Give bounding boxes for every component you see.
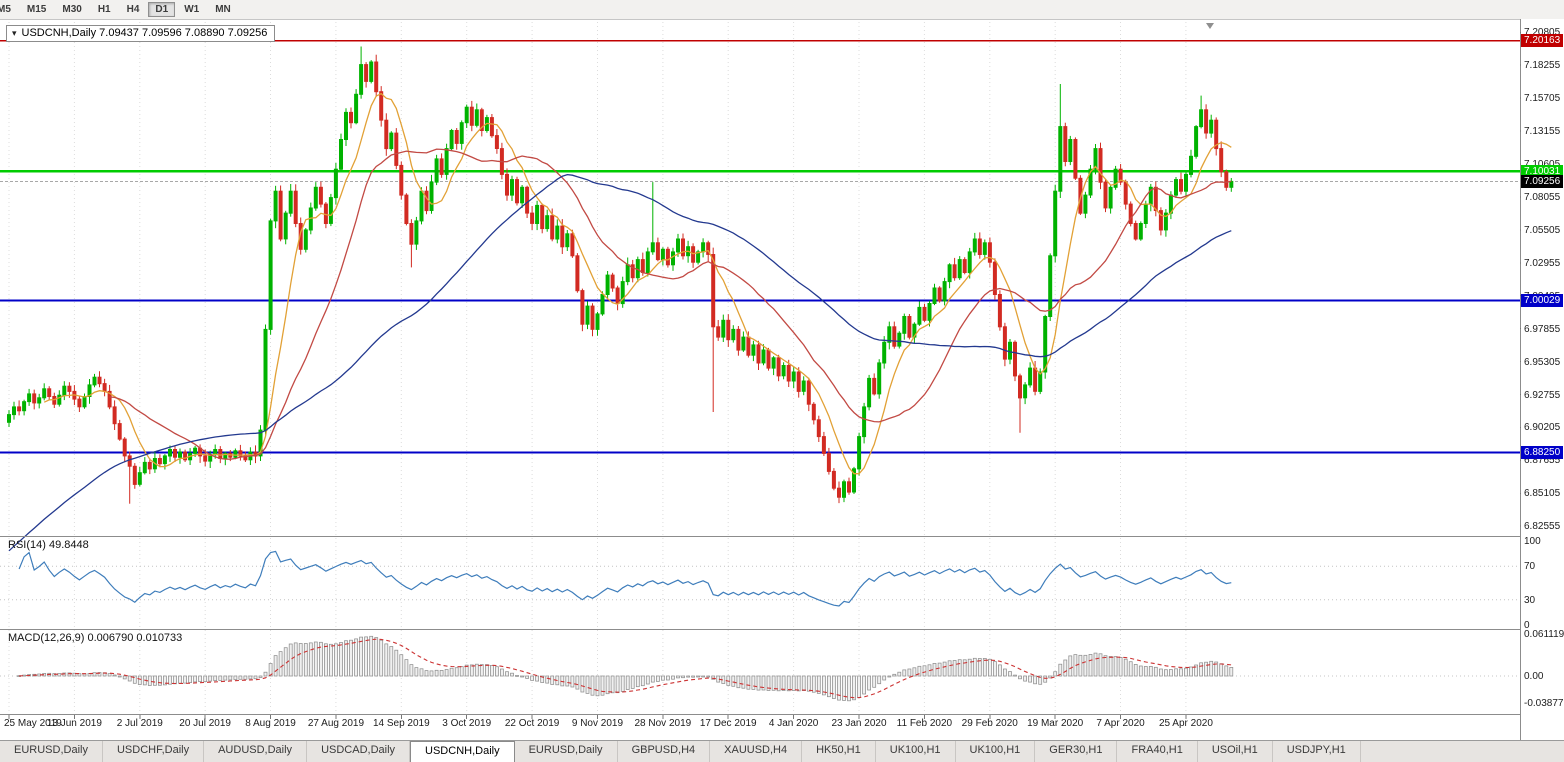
price-scale-label: 6.92755 xyxy=(1524,389,1561,401)
price-scale-label: 6.82555 xyxy=(1524,521,1561,533)
price-level-badge: 6.88250 xyxy=(1521,446,1563,460)
price-scale-label: 7.10605 xyxy=(1524,159,1560,170)
macd-signal-line xyxy=(19,638,1232,699)
price-level-badge: 7.00029 xyxy=(1521,294,1563,308)
chart-tab-hk50-h1[interactable]: HK50,H1 xyxy=(802,741,876,762)
date-label: 9 Nov 2019 xyxy=(571,718,624,729)
timeframe-button-mn[interactable]: MN xyxy=(215,4,231,15)
chart-shift-marker[interactable] xyxy=(1206,23,1214,29)
timeframe-button-h4[interactable]: H4 xyxy=(126,4,140,15)
chart-tab-gbpusd-h4[interactable]: GBPUSD,H4 xyxy=(618,741,711,762)
price-scale-label: 6.90205 xyxy=(1524,422,1561,434)
chart-tab-usdjpy-h1[interactable]: USDJPY,H1 xyxy=(1273,741,1361,762)
price-level-lines[interactable] xyxy=(0,39,1520,454)
pane-separators xyxy=(0,19,1564,740)
ma-fast-line xyxy=(43,92,1232,475)
rsi-indicator-label: RSI(14) 49.8448 xyxy=(8,539,89,551)
date-label: 23 Jan 2020 xyxy=(831,718,887,729)
chart-tab-eurusd-daily[interactable]: EURUSD,Daily xyxy=(515,741,618,762)
timeframe-button-m30[interactable]: M30 xyxy=(62,4,82,15)
date-label: 8 Aug 2019 xyxy=(245,718,296,729)
rsi-scale-label: 70 xyxy=(1524,561,1536,573)
date-label: 11 Feb 2020 xyxy=(896,718,953,729)
date-label: 7 Apr 2020 xyxy=(1096,718,1145,729)
chart-tab-eurusd-daily[interactable]: EURUSD,Daily xyxy=(0,741,103,762)
timeframe-button-m5[interactable]: M5 xyxy=(0,4,11,15)
rsi-scale-label: 30 xyxy=(1524,594,1536,606)
price-scale-label: 6.87655 xyxy=(1524,455,1561,467)
chart-tab-ger30-h1[interactable]: GER30,H1 xyxy=(1035,741,1118,762)
date-label: 20 Jul 2019 xyxy=(179,718,231,729)
chart-tab-usoil-h1[interactable]: USOil,H1 xyxy=(1198,741,1273,762)
price-scale-label: 7.18255 xyxy=(1524,60,1561,72)
rsi-scale-label: 0 xyxy=(1524,620,1530,631)
timeframe-button-h1[interactable]: H1 xyxy=(97,4,111,15)
time-axis[interactable]: 25 May 2019 13 Jun 2019 2 Jul 2019 20 Jul 2… xyxy=(0,716,1520,738)
macd-indicator-label: MACD(12,26,9) 0.006790 0.010733 xyxy=(8,632,183,644)
price-level-badge: 7.09256 xyxy=(1521,174,1563,188)
chart-tab-uk100-h1[interactable]: UK100,H1 xyxy=(876,741,956,762)
macd-histogram xyxy=(17,635,1234,702)
rsi-scale-label: 100 xyxy=(1524,536,1541,547)
date-label: 17 Dec 2019 xyxy=(699,718,757,729)
date-label: 2 Jul 2019 xyxy=(116,718,163,729)
price-scale-label: 7.02955 xyxy=(1524,257,1561,269)
date-label: 19 Mar 2020 xyxy=(1027,718,1084,729)
chart-tab-fra40-h1[interactable]: FRA40,H1 xyxy=(1117,741,1198,762)
date-label: 28 Nov 2019 xyxy=(634,718,692,729)
ma-medium-line xyxy=(109,148,1232,460)
date-label: 13 Jun 2019 xyxy=(46,718,102,729)
macd-scale-label: -0.038777 xyxy=(1524,697,1564,709)
chart-tab-uk100-h1[interactable]: UK100,H1 xyxy=(956,741,1036,762)
timeframe-button-m15[interactable]: M15 xyxy=(26,4,47,15)
date-label: 27 Aug 2019 xyxy=(307,718,365,729)
date-label: 22 Oct 2019 xyxy=(504,718,560,729)
chart-tab-xauusd-h4[interactable]: XAUUSD,H4 xyxy=(710,741,803,762)
price-scale[interactable]: 7.20805 7.18255 7.15705 7.13155 7.10605 7.080… xyxy=(1521,19,1564,740)
chart-tab-usdchf-daily[interactable]: USDCHF,Daily xyxy=(103,741,205,762)
timeframe-button-d1[interactable]: D1 xyxy=(148,2,176,17)
price-scale-label: 7.20805 xyxy=(1524,27,1561,39)
price-level-badge: 7.10031 xyxy=(1521,164,1563,178)
chart-ohlc-title: USDCNH,Daily 7.09437 7.09596 7.08890 7.0… xyxy=(21,27,268,39)
vertical-gridlines xyxy=(8,22,1187,719)
chart-tab-audusd-daily[interactable]: AUDUSD,Daily xyxy=(204,741,308,762)
ma-slow-line xyxy=(8,173,1232,552)
candlesticks xyxy=(7,46,1234,504)
date-label: 25 Apr 2020 xyxy=(1158,718,1213,729)
price-scale-label: 7.08055 xyxy=(1524,191,1561,203)
timeframe-toolbar: M5 M15 M30 H1 H4 D1 W1 MN xyxy=(0,0,1564,20)
chart-tab-usdcad-daily[interactable]: USDCAD,Daily xyxy=(307,741,411,762)
symbol-dropdown-icon[interactable]: ▾ xyxy=(12,27,17,38)
date-label: 14 Sep 2019 xyxy=(372,718,430,729)
date-label: 29 Feb 2020 xyxy=(961,718,1018,729)
macd-scale-label: 0.061119 xyxy=(1524,629,1564,640)
date-label: 4 Jan 2020 xyxy=(768,718,819,729)
macd-scale-label: 0.00 xyxy=(1524,671,1544,682)
price-scale-label: 7.05505 xyxy=(1524,224,1561,236)
chart-title-chip[interactable]: ▾ USDCNH,Daily 7.09437 7.09596 7.08890 7… xyxy=(6,25,276,42)
price-scale-label: 6.95305 xyxy=(1524,356,1561,368)
price-scale-label: 6.85105 xyxy=(1524,488,1561,500)
price-level-badge: 7.20163 xyxy=(1521,34,1563,48)
price-scale-label: 7.15705 xyxy=(1524,93,1561,105)
rsi-line xyxy=(18,550,1232,607)
date-label: 25 May 2019 xyxy=(4,718,62,729)
chart-tab-usdcnh-daily[interactable]: USDCNH,Daily xyxy=(410,741,515,762)
timeframe-button-w1[interactable]: W1 xyxy=(184,4,200,15)
chart-tabs-bar: EURUSD,Daily USDCHF,Daily AUDUSD,Daily USDC… xyxy=(0,740,1564,762)
price-scale-label: 7.13155 xyxy=(1524,126,1561,138)
indicator-gridlines xyxy=(0,565,1520,677)
price-scale-label: 6.97855 xyxy=(1524,323,1561,335)
date-label: 3 Oct 2019 xyxy=(442,718,492,729)
